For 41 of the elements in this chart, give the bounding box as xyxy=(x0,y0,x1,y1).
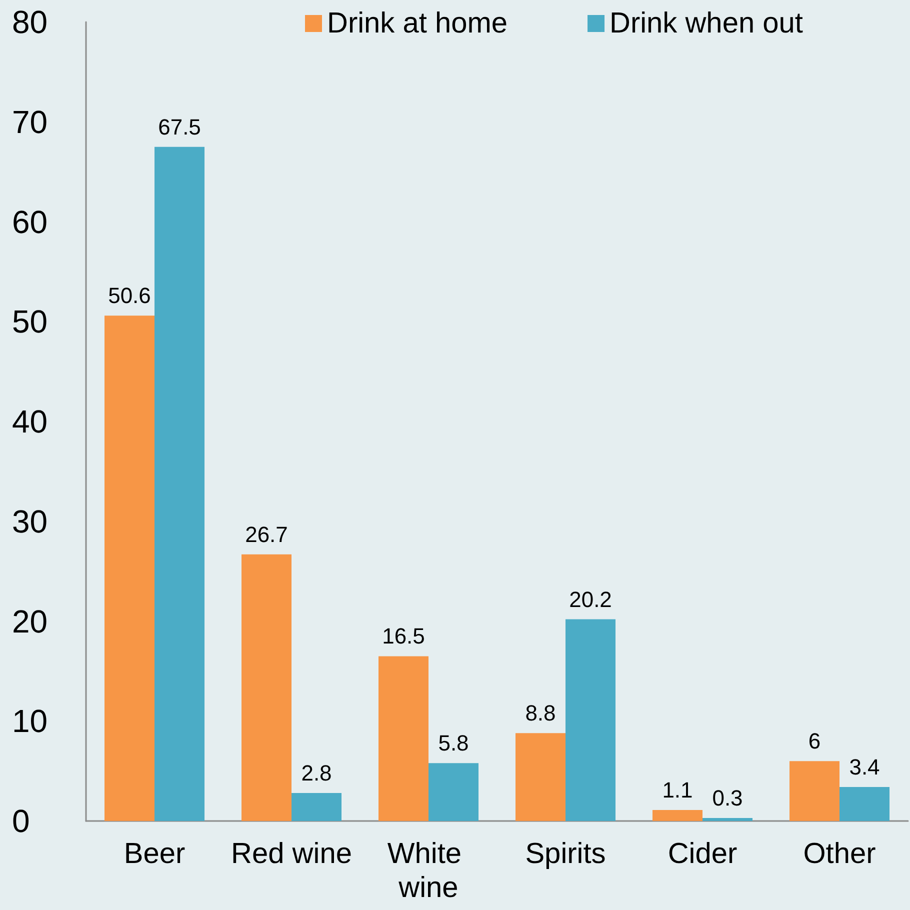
legend-label: Drink when out xyxy=(610,8,803,40)
data-label: 2.8 xyxy=(301,760,332,786)
x-tick-label: Red wine xyxy=(231,838,352,870)
y-tick-label: 80 xyxy=(12,4,48,40)
bar xyxy=(566,619,616,821)
legend-label: Drink at home xyxy=(327,8,508,40)
x-tick-label: Beer xyxy=(124,838,186,870)
x-tick-label: White wine xyxy=(387,838,470,904)
y-tick-label: 40 xyxy=(12,404,48,440)
data-label: 16.5 xyxy=(382,624,425,649)
bar xyxy=(652,810,702,821)
bar xyxy=(378,656,428,821)
data-label: 50.6 xyxy=(108,283,151,308)
bar xyxy=(789,761,840,821)
data-label: 5.8 xyxy=(438,730,469,756)
bar xyxy=(702,818,753,821)
data-label: 26.7 xyxy=(245,522,288,547)
x-tick-label: Cider xyxy=(668,838,738,870)
data-label: 0.3 xyxy=(712,786,743,811)
x-tick-label: Spirits xyxy=(525,838,606,870)
data-label: 1.1 xyxy=(662,778,693,803)
data-label: 8.8 xyxy=(525,700,556,726)
y-tick-label: 30 xyxy=(12,503,48,540)
bar xyxy=(515,733,566,821)
data-label: 3.4 xyxy=(849,754,880,780)
bar xyxy=(241,554,292,821)
y-tick-label: 60 xyxy=(12,204,48,240)
bar xyxy=(428,763,479,821)
data-label: 6 xyxy=(808,728,821,754)
y-tick-label: 70 xyxy=(12,104,48,140)
y-tick-label: 0 xyxy=(12,803,30,839)
y-tick-label: 20 xyxy=(12,603,48,640)
bar xyxy=(154,146,205,821)
data-label: 20.2 xyxy=(569,586,612,612)
bar xyxy=(292,793,342,821)
data-label: 67.5 xyxy=(158,114,201,140)
x-tick-label: Other xyxy=(803,838,876,870)
y-tick-label: 10 xyxy=(12,703,48,740)
bar xyxy=(104,316,154,821)
y-tick-label: 50 xyxy=(12,304,48,340)
bar xyxy=(840,787,890,821)
